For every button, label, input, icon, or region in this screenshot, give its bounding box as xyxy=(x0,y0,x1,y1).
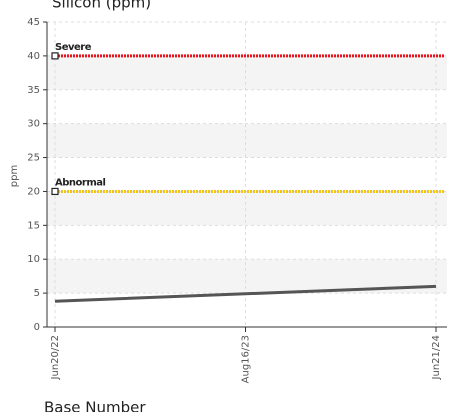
x-tick-label: Jun21/24 xyxy=(431,335,442,380)
x-tick-label: Aug16/23 xyxy=(241,335,252,383)
y-tick-label: 20 xyxy=(27,186,40,197)
chart-title: Silicon (ppm) xyxy=(52,0,151,12)
y-tick-label: 40 xyxy=(27,51,40,62)
threshold-marker xyxy=(51,187,59,196)
y-tick-label: 35 xyxy=(27,85,40,96)
y-tick-label: 30 xyxy=(27,119,40,130)
grid-band xyxy=(47,191,447,226)
y-tick-label: 10 xyxy=(27,254,40,265)
y-tick-label: 45 xyxy=(27,17,40,28)
grid-band xyxy=(47,123,447,158)
y-tick-label: 15 xyxy=(27,220,40,231)
y-tick-label: 25 xyxy=(27,153,40,164)
grid-band xyxy=(47,55,447,90)
y-tick-label: 0 xyxy=(34,322,40,333)
data-line xyxy=(54,284,437,303)
x-tick-label: Jun20/22 xyxy=(50,335,61,380)
y-tick-label: 5 xyxy=(34,288,40,299)
threshold-marker xyxy=(51,52,59,60)
footer-label: Base Number xyxy=(44,399,146,412)
threshold-label: Abnormal xyxy=(55,177,105,188)
threshold-label: Severe xyxy=(55,42,92,53)
y-axis-label: ppm xyxy=(9,165,20,187)
